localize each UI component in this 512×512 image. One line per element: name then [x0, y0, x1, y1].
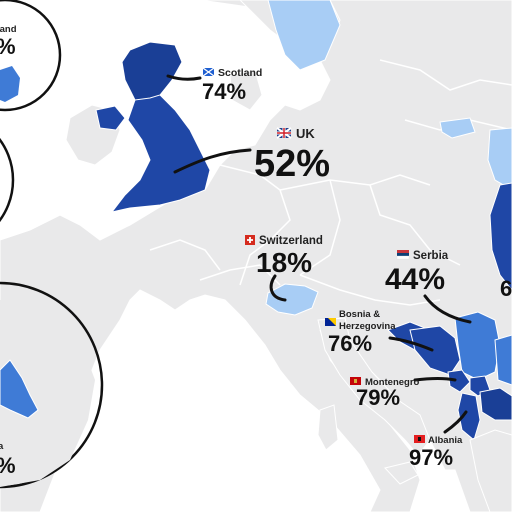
- switzerland-name: Switzerland: [259, 235, 323, 247]
- sardinia-land: [317, 404, 339, 451]
- greece-land: [469, 429, 512, 512]
- serbia-flag-icon: [396, 250, 410, 260]
- zoom-circle-middle: [0, 137, 15, 223]
- montenegro-leader-line: [413, 377, 457, 382]
- uk-value: 52%: [254, 143, 330, 185]
- montenegro-value: 79%: [356, 385, 400, 410]
- uk-name: UK: [296, 126, 315, 141]
- switzerland-flag-icon: [245, 235, 255, 245]
- switzerland-leader-line: [269, 274, 287, 302]
- sicily-land: [384, 461, 419, 485]
- serbia-name: Serbia: [413, 250, 449, 262]
- montenegro-flag-icon: [350, 377, 361, 385]
- serbia-region[interactable]: [454, 311, 501, 381]
- zoom-bottom-region: [0, 359, 39, 419]
- bottom-left-cut-name: a: [0, 441, 4, 452]
- serbia-value: 44%: [385, 263, 445, 296]
- scotland-leader-line: [166, 74, 202, 81]
- romania-region: [489, 182, 512, 291]
- top-left-cut-value: %: [0, 34, 16, 59]
- bosnia-value: 76%: [328, 331, 372, 356]
- montenegro-region[interactable]: [447, 369, 471, 393]
- montenegro-name: Montenegro: [365, 377, 420, 388]
- baltic-region: [439, 117, 476, 139]
- zoom-bottom-land: [0, 300, 95, 487]
- albania-name: Albania: [428, 435, 463, 446]
- leader-lines: [166, 74, 472, 434]
- scotland-value: 74%: [202, 79, 246, 104]
- right-cut-value: 6: [500, 276, 512, 301]
- scotland-flag-icon: [202, 67, 215, 77]
- bottom-left-cut-value: %: [0, 453, 16, 478]
- switzerland-region[interactable]: [265, 283, 319, 316]
- zoom-circle-top: [0, 0, 62, 112]
- albania-value: 97%: [409, 445, 453, 470]
- albania-flag-icon: [414, 435, 425, 443]
- north-macedonia-region: [479, 387, 512, 421]
- uk-leader-line: [173, 148, 252, 174]
- sweden-region: [267, 0, 341, 71]
- top-left-cut-name: land: [0, 24, 17, 35]
- albania-leader-line: [443, 410, 468, 434]
- scotland-name: Scotland: [218, 67, 262, 79]
- scotland-region[interactable]: [121, 41, 183, 101]
- bosnia-leader-line: [388, 336, 434, 352]
- denmark-land: [229, 69, 263, 111]
- bosnia-flag-icon: [325, 318, 336, 326]
- bosnia-region[interactable]: [409, 325, 461, 376]
- italy-land: [317, 317, 431, 456]
- zoom-circle-bottom: [0, 281, 104, 489]
- switzerland-value: 18%: [256, 247, 312, 278]
- zoom-top-region: [0, 66, 20, 102]
- uk-flag-icon: [276, 127, 292, 139]
- bulgaria-region: [494, 334, 512, 386]
- bosnia-name-line1: Bosnia &: [339, 309, 380, 320]
- bosnia-name-line2: Herzegovina: [339, 321, 396, 332]
- country-borders: [149, 59, 512, 306]
- northern-ireland[interactable]: [95, 105, 126, 131]
- serbia-leader-line: [423, 294, 472, 324]
